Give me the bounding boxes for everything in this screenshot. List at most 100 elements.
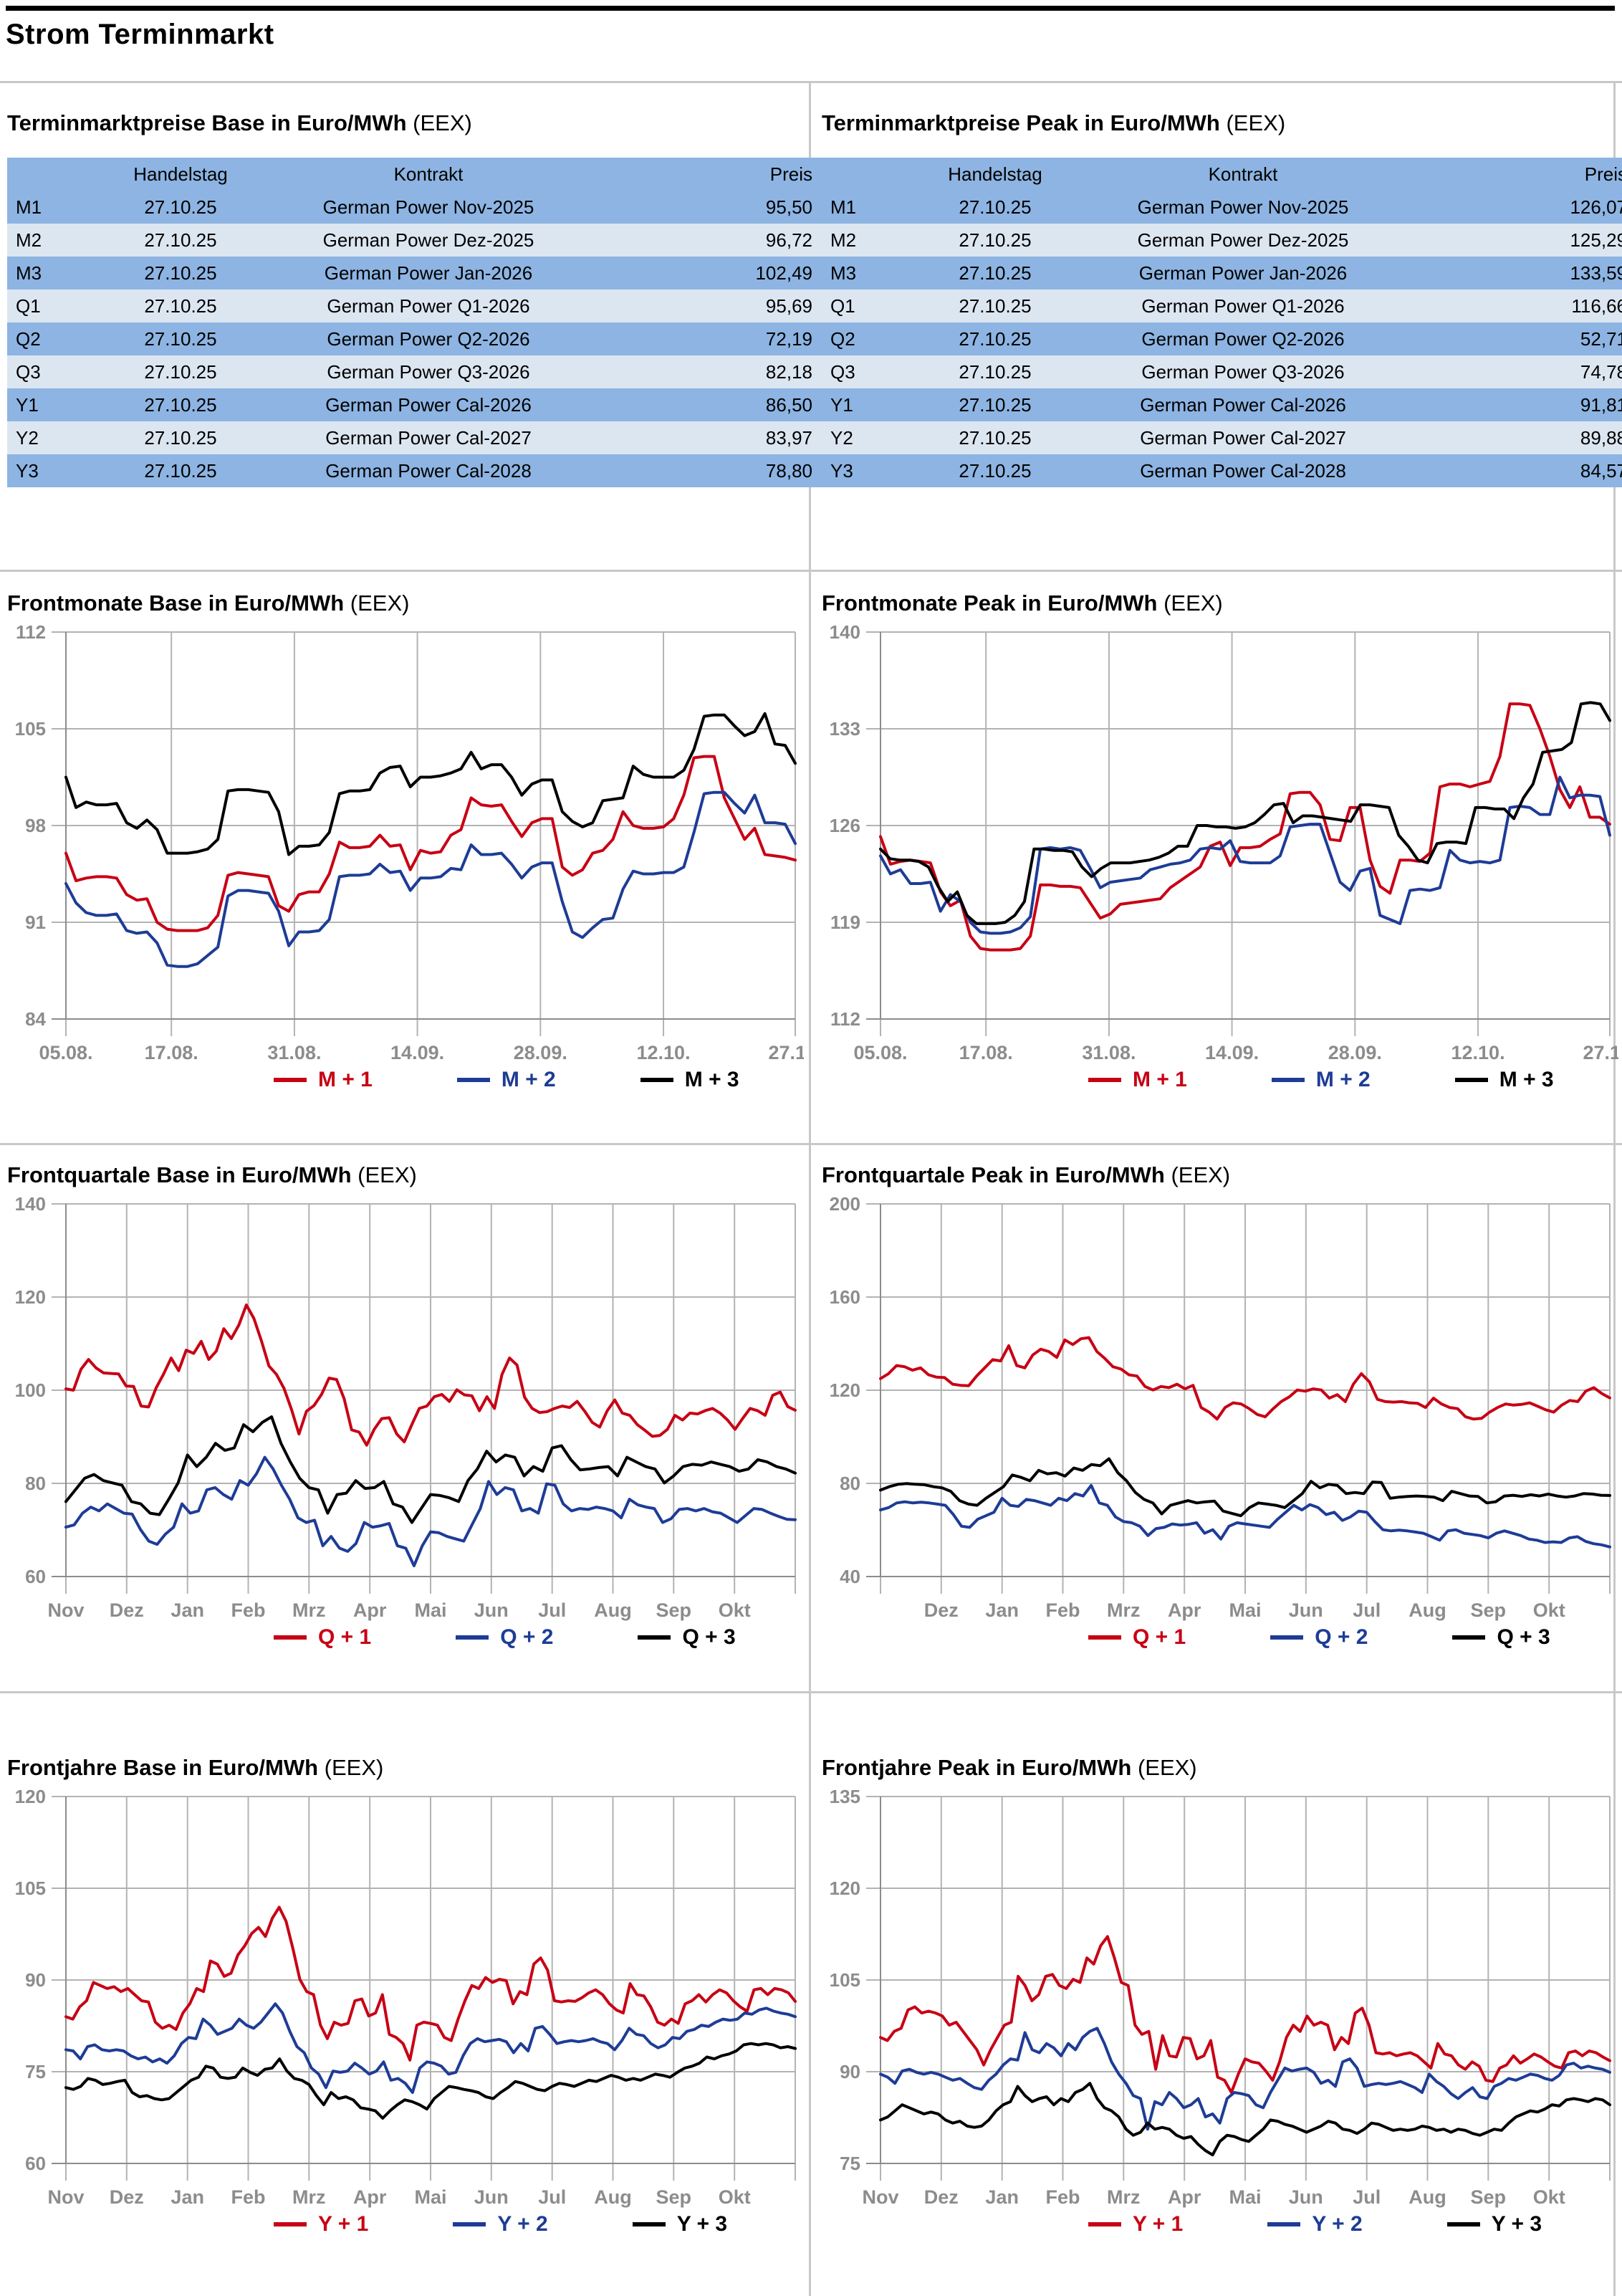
svg-text:Apr: Apr: [1168, 1599, 1201, 1621]
svg-text:Sep: Sep: [656, 1599, 692, 1621]
svg-text:120: 120: [830, 1878, 860, 1899]
svg-text:105: 105: [15, 1878, 46, 1899]
svg-text:90: 90: [840, 2061, 860, 2082]
table-cell: German Power Dez-2025: [322, 229, 534, 251]
svg-text:160: 160: [830, 1286, 860, 1308]
table-row: Q2 27.10.25 German Power Q2-2026 72,19: [7, 322, 921, 355]
legend-item-M+1: M + 1: [274, 1068, 373, 1092]
table-cell: German Power Cal-2028: [325, 459, 532, 482]
column-divider: [809, 81, 811, 2296]
svg-text:14.09.: 14.09.: [390, 1042, 444, 1063]
legend-line-swatch: [1088, 1078, 1121, 1082]
svg-text:Aug: Aug: [1409, 2186, 1446, 2208]
frontjahre-peak-chart-series-Y+3: [879, 2082, 1611, 2157]
section-frontquartale: Frontquartale Base in Euro/MWh (EEX) 60 8…: [0, 1143, 1622, 1691]
frontquartale-base-block: Frontquartale Base in Euro/MWh (EEX) 60 8…: [0, 1145, 809, 1691]
table-cell: German Power Jan-2026: [324, 262, 533, 284]
peak-price-table: Handelstag Kontrakt Preis M1 27.10.25 Germ…: [822, 158, 1622, 487]
table-title-base: Terminmarktpreise Base in Euro/MWh (EEX): [7, 110, 472, 135]
legend-line-swatch: [1454, 1078, 1488, 1082]
table-row: Q2 27.10.25 German Power Q2-2026 52,71: [822, 322, 1622, 355]
legend-label: Y + 3: [1491, 2212, 1542, 2236]
svg-text:75: 75: [25, 2061, 46, 2082]
frontquartale-base-chart-series-Q+1: [64, 1304, 797, 1447]
svg-text:Mai: Mai: [1229, 2186, 1261, 2208]
table-cell: 27.10.25: [959, 360, 1032, 383]
svg-text:Jun: Jun: [1289, 2186, 1323, 2208]
section-frontmonate: Frontmonate Base in Euro/MWh (EEX) 84 91 9…: [0, 570, 1622, 1143]
table-cell: 27.10.25: [144, 393, 217, 416]
chart-title: Frontquartale Base in Euro/MWh (EEX): [7, 1162, 417, 1187]
frontjahre-peak-chart-series-Y+1: [879, 1935, 1611, 2094]
svg-text:98: 98: [25, 815, 46, 836]
table-cell: 27.10.25: [959, 459, 1032, 482]
table-row: Y3 27.10.25 German Power Cal-2028 78,80: [7, 454, 921, 487]
table-cell: 82,18: [765, 360, 812, 383]
svg-text:14.09.: 14.09.: [1205, 1042, 1259, 1063]
legend-label: Q + 1: [318, 1625, 372, 1649]
svg-text:120: 120: [15, 1786, 46, 1807]
legend-line-swatch: [1446, 2222, 1480, 2226]
legend-item-M+3: M + 3: [640, 1068, 739, 1092]
table-cell: 125,29: [1570, 229, 1622, 251]
svg-text:60: 60: [25, 1566, 46, 1587]
table-cell: German Power Q2-2026: [327, 327, 530, 350]
table-row: Q3 27.10.25 German Power Q3-2026 74,78: [822, 355, 1622, 388]
frontjahre-base-chart-series-Y+1: [64, 1905, 797, 2062]
table-cell: German Power Q2-2026: [1141, 327, 1345, 350]
table-cell: M3: [16, 262, 42, 284]
page-title: Strom Terminmarkt: [6, 19, 274, 50]
frontjahre-base-block: Frontjahre Base in Euro/MWh (EEX) 60 75 90…: [0, 1693, 809, 2296]
svg-text:Jan: Jan: [985, 2186, 1019, 2208]
table-cell: Y1: [830, 393, 853, 416]
chart-legend: M + 1 M + 2 M + 3: [822, 1068, 1622, 1092]
svg-text:100: 100: [15, 1379, 46, 1401]
legend-item-M+2: M + 2: [1271, 1068, 1371, 1092]
frontmonate-base-chart-series-M+3: [64, 712, 797, 856]
chart-legend: M + 1 M + 2 M + 3: [7, 1068, 809, 1092]
legend-item-Q+2: Q + 2: [456, 1625, 553, 1650]
svg-text:31.08.: 31.08.: [267, 1042, 321, 1063]
table-cell: 126,07: [1570, 196, 1622, 218]
base-price-table: Handelstag Kontrakt Preis M1 27.10.25 Germ…: [7, 158, 921, 487]
table-cell: German Power Cal-2027: [325, 426, 532, 449]
legend-label: Q + 3: [682, 1625, 736, 1649]
frontjahre-peak-block: Frontjahre Peak in Euro/MWh (EEX) 75 90 10…: [809, 1693, 1622, 2296]
legend-line-swatch: [1270, 1635, 1304, 1640]
table-cell: 133,59: [1570, 262, 1622, 284]
table-cell: 102,49: [755, 262, 812, 284]
table-cell: German Power Q1-2026: [1141, 295, 1345, 317]
svg-text:Mai: Mai: [414, 2186, 446, 2208]
legend-item-Q+1: Q + 1: [1088, 1625, 1186, 1650]
svg-text:Okt: Okt: [719, 2186, 751, 2208]
table-cell: 27.10.25: [144, 426, 217, 449]
svg-text:Feb: Feb: [231, 1599, 265, 1621]
svg-text:05.08.: 05.08.: [853, 1042, 907, 1063]
table-cell: M3: [830, 262, 857, 284]
svg-text:140: 140: [15, 1193, 46, 1215]
table-cell: German Power Dez-2025: [1137, 229, 1349, 251]
svg-text:Sep: Sep: [1471, 1599, 1507, 1621]
legend-item-Q+1: Q + 1: [274, 1625, 371, 1650]
chart-title: Frontmonate Peak in Euro/MWh (EEX): [822, 590, 1223, 616]
legend-line-swatch: [453, 2222, 486, 2226]
svg-text:Apr: Apr: [1168, 2186, 1201, 2208]
svg-text:80: 80: [840, 1473, 860, 1494]
table-row: M2 27.10.25 German Power Dez-2025 125,29: [822, 224, 1622, 257]
svg-text:Jul: Jul: [1353, 1599, 1381, 1621]
svg-text:Jun: Jun: [474, 1599, 509, 1621]
table-cell: 84,57: [1580, 459, 1622, 482]
legend-item-M+1: M + 1: [1088, 1068, 1187, 1092]
table-cell: Q1: [16, 295, 41, 317]
legend-item-Y+3: Y + 3: [632, 2212, 727, 2237]
top-rule: [6, 6, 1615, 11]
svg-text:120: 120: [15, 1286, 46, 1308]
legend-line-swatch: [1271, 1078, 1305, 1082]
table-cell: 27.10.25: [959, 393, 1032, 416]
frontquartale-base-chart-canvas: 60 80 100 120 140 Nov Dez Jan Feb Mrz Apr Mai Jun Jul…: [15, 1193, 797, 1621]
table-cell: Y2: [830, 426, 853, 449]
svg-text:Jun: Jun: [1289, 1599, 1323, 1621]
svg-text:200: 200: [830, 1193, 860, 1215]
frontquartale-peak-chart-series-Q+3: [879, 1457, 1611, 1518]
legend-label: M + 3: [1499, 1068, 1554, 1091]
